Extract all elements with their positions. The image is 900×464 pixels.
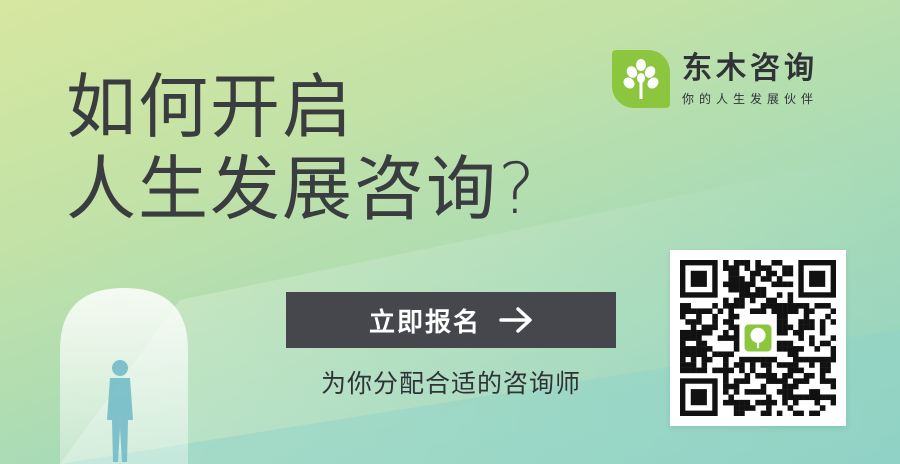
subtitle: 为你分配合适的咨询师 <box>320 369 581 398</box>
headline-line-2: 人生发展咨询? <box>66 148 538 230</box>
person-silhouette <box>107 360 133 462</box>
headline-line-1: 如何开启 <box>66 66 354 148</box>
arrow-right-icon <box>499 307 533 333</box>
qr-finder-pattern <box>680 378 718 416</box>
brand-slogan: 你的人生发展伙伴 <box>682 92 819 106</box>
qr-code-card[interactable] <box>670 250 846 426</box>
tree-icon <box>612 50 670 108</box>
qr-finder-pattern <box>680 260 718 298</box>
headline: 如何开启 人生发展咨询? <box>66 66 537 230</box>
brand-logo: 东木咨询 你的人生发展伙伴 <box>612 50 818 108</box>
qr-code-icon <box>680 260 836 416</box>
register-now-label: 立即报名 <box>368 307 481 338</box>
register-now-button[interactable]: 立即报名 <box>286 292 616 348</box>
brand-name: 东木咨询 <box>682 51 818 86</box>
qr-finder-pattern <box>798 260 836 298</box>
